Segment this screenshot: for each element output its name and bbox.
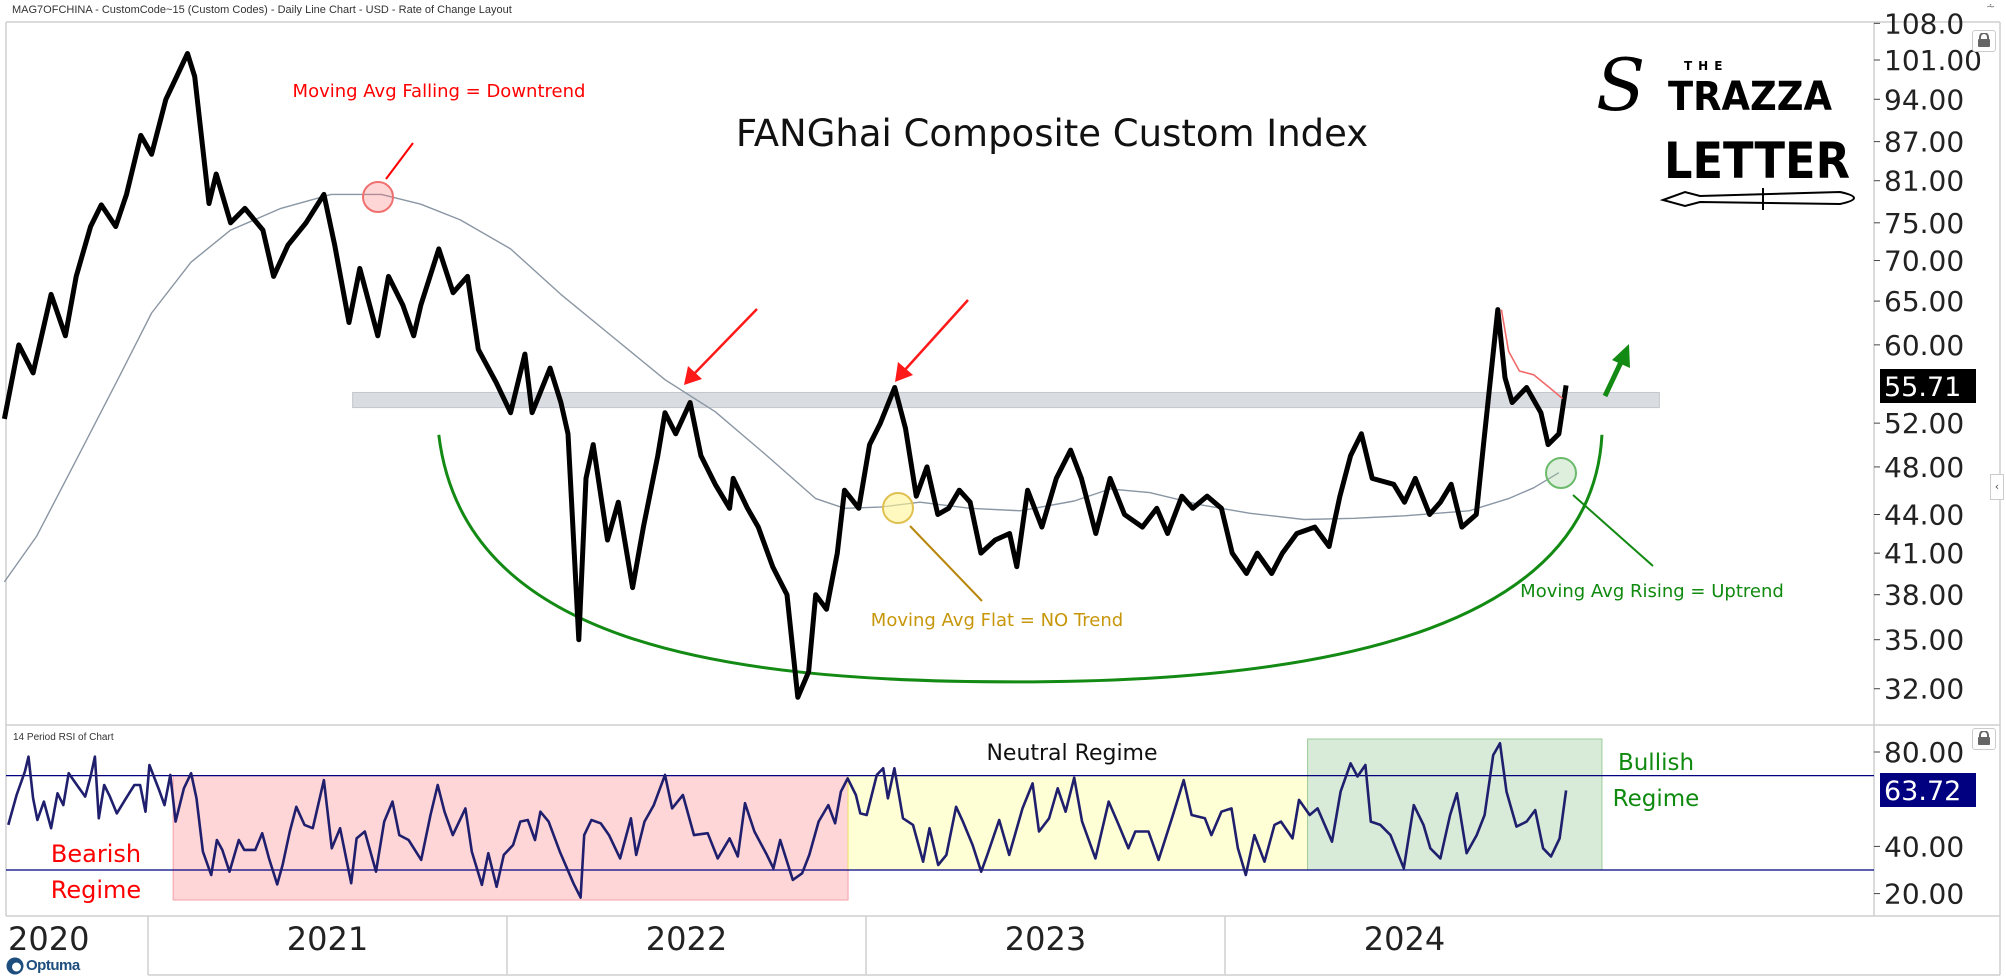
date-axis-label: 2022 [646, 920, 727, 958]
annotation-flat: Moving Avg Flat = NO Trend [871, 610, 1123, 631]
chart-title: FANGhai Composite Custom Index [736, 112, 1368, 155]
bullish-regime-label-1: Bullish [1618, 750, 1694, 776]
bullish-regime-label-2: Regime [1613, 786, 1700, 812]
rsi-last-value-tag: 63.72 [1880, 773, 1976, 807]
bullish-regime-box [1307, 738, 1603, 871]
price-axis-label: 75.00 [1884, 207, 1964, 240]
price-axis-label: 81.00 [1884, 165, 1964, 198]
price-scale-lock-icon[interactable] [1972, 30, 1996, 52]
annotation-falling-leader [385, 142, 414, 180]
ma-flat-marker [882, 492, 914, 524]
price-axis-label: 60.00 [1884, 329, 1964, 362]
chart-header-title: MAG7OFCHINA - CustomCode~15 (Custom Code… [12, 4, 512, 16]
red-arrow-2 [895, 299, 969, 382]
annotation-falling: Moving Avg Falling = Downtrend [293, 81, 586, 102]
optuma-logo-icon [6, 957, 24, 975]
price-axis-label: 101.00 [1884, 44, 1982, 77]
neutral-regime-label: Neutral Regime [986, 741, 1157, 766]
price-line [1, 51, 1569, 700]
bearish-regime-label-2: Regime [51, 876, 141, 904]
ma-rising-marker [1545, 457, 1577, 489]
rsi-line [7, 741, 1568, 899]
date-axis-label: 2021 [287, 920, 368, 958]
svg-text:55.71: 55.71 [1884, 372, 1961, 403]
optuma-logo: Optuma [6, 957, 80, 975]
price-axis-label: 44.00 [1884, 499, 1964, 532]
price-axis-label: 70.00 [1884, 245, 1964, 278]
price-axis-label: 35.00 [1884, 624, 1964, 657]
collapse-panel-button[interactable]: ‹ [1990, 474, 2004, 500]
neutral-regime-box [847, 775, 1309, 871]
ma-peak-marker [362, 181, 394, 213]
price-axis-label: 108.0 [1884, 7, 1964, 40]
rsi-axis-label: 80.00 [1884, 736, 1964, 769]
pin-icon[interactable]: ⩪ [1986, 0, 1996, 13]
strazza-letter-logo: S THE TRAZZA LETTER [1596, 43, 1855, 210]
date-axis-label: 2023 [1005, 920, 1086, 958]
rsi-axis-label: 40.00 [1884, 830, 1964, 863]
resistance-band [352, 391, 1660, 409]
moving-average-line [3, 193, 1560, 583]
price-last-value-tag: 55.71 [1880, 369, 1976, 403]
optuma-logo-text: Optuma [26, 957, 80, 974]
price-axis-label: 41.00 [1884, 537, 1964, 570]
annotation-rising-leader [1572, 494, 1654, 567]
rsi-panel-title: 14 Period RSI of Chart [13, 732, 114, 743]
logo-initial: S [1596, 43, 1645, 127]
bearish-regime-label-1: Bearish [51, 840, 141, 868]
annotation-rising: Moving Avg Rising = Uptrend [1520, 581, 1784, 602]
price-axis-label: 65.00 [1884, 285, 1964, 318]
rsi-scale-lock-icon[interactable] [1972, 728, 1996, 750]
red-arrow-1 [684, 308, 758, 385]
annotation-flat-leader [909, 525, 983, 602]
logo-pen-icon [1659, 190, 1855, 208]
svg-text:63.72: 63.72 [1884, 776, 1961, 807]
date-axis-label: 2020 [8, 920, 89, 958]
price-axis-label: 48.00 [1884, 451, 1964, 484]
rounding-bottom-arc [437, 434, 1604, 684]
date-axis-label: 2024 [1364, 920, 1445, 958]
price-axis-label: 32.00 [1884, 673, 1964, 706]
rsi-axis-label: 20.00 [1884, 878, 1964, 911]
logo-letter: LETTER [1664, 132, 1850, 190]
price-axis-label: 52.00 [1884, 407, 1964, 440]
green-up-arrow [1602, 344, 1630, 398]
logo-name-rest: TRAZZA [1668, 74, 1832, 120]
price-axis-label: 38.00 [1884, 579, 1964, 612]
price-axis-label: 87.00 [1884, 126, 1964, 159]
bearish-regime-box [172, 775, 849, 901]
logo-the: THE [1684, 59, 1728, 73]
short-moving-average-line [1500, 309, 1564, 400]
price-axis-label: 94.00 [1884, 83, 1964, 116]
